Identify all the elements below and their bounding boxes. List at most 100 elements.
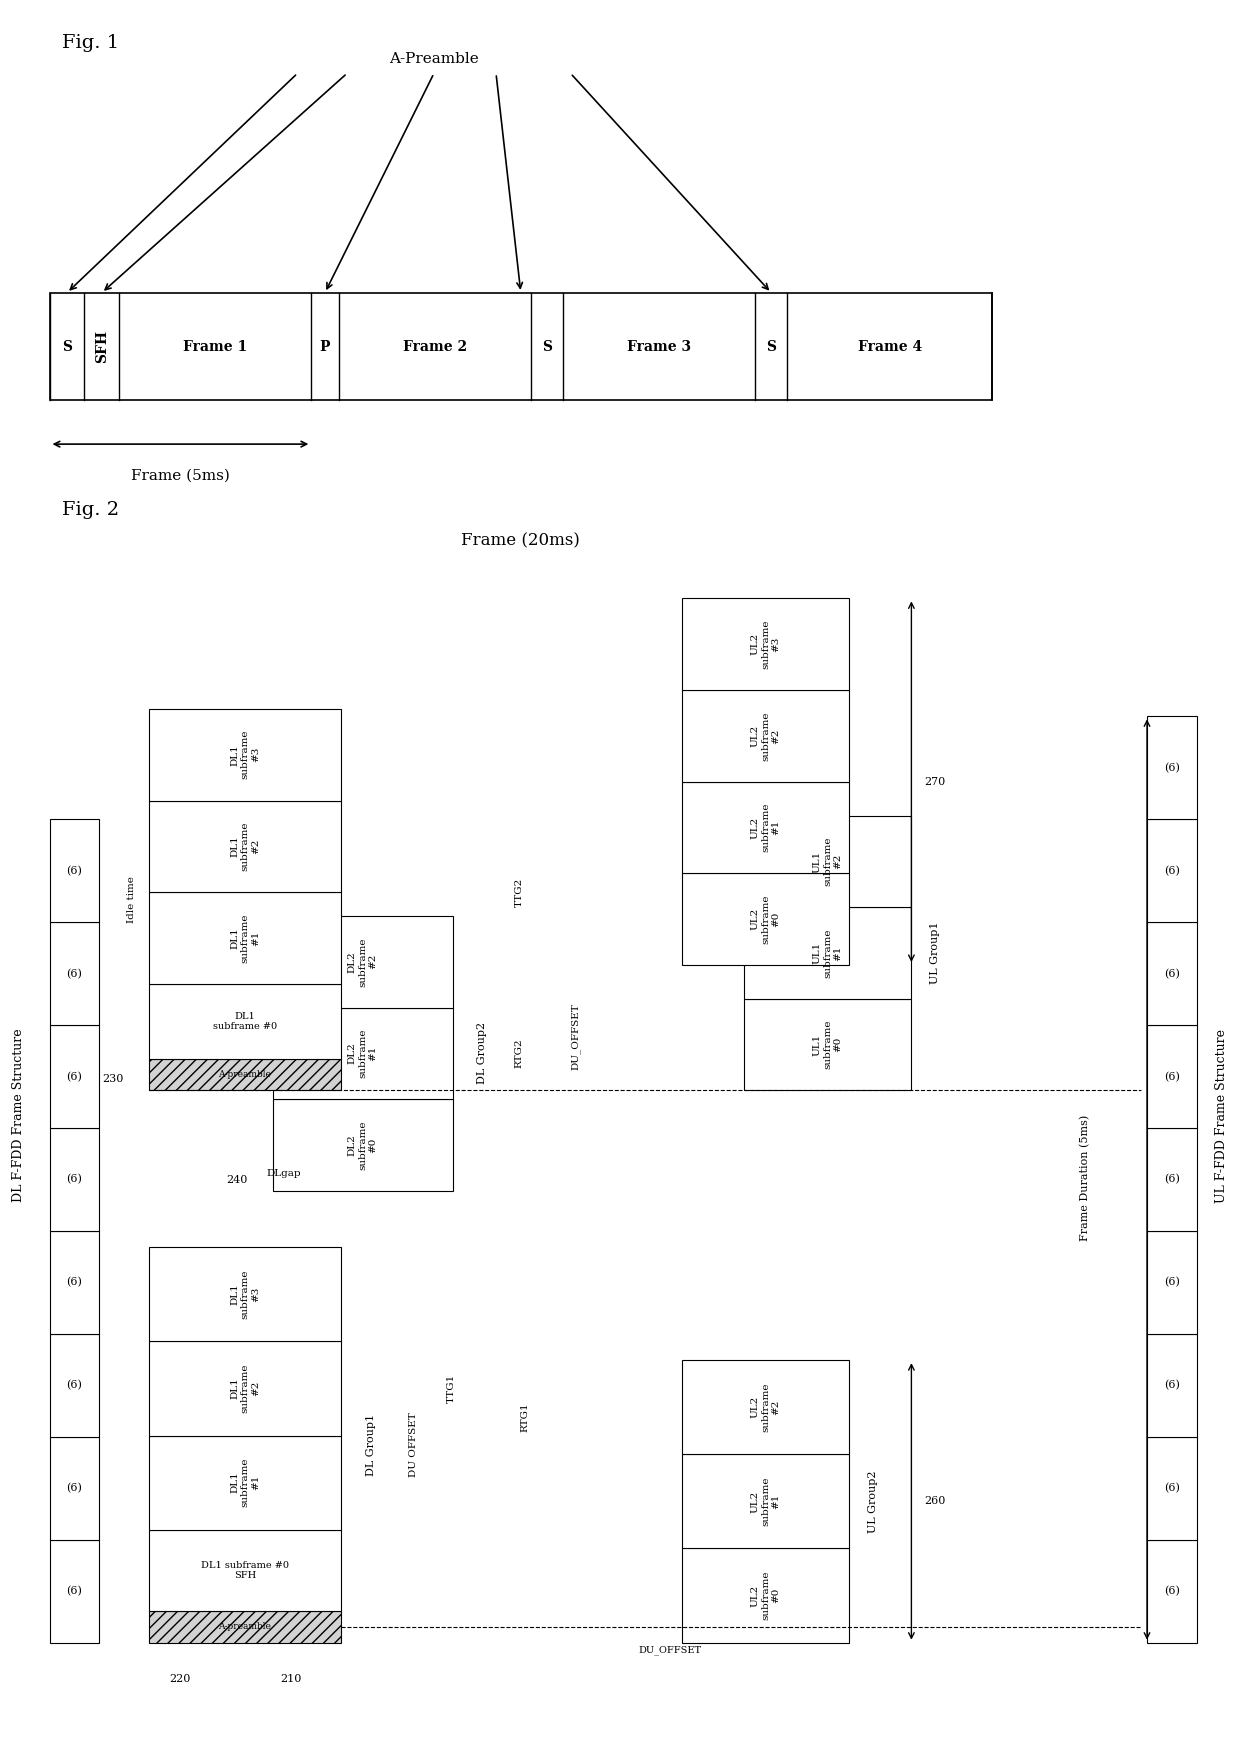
FancyBboxPatch shape	[1147, 1539, 1197, 1642]
FancyBboxPatch shape	[682, 873, 849, 966]
FancyBboxPatch shape	[682, 1360, 849, 1454]
Text: Frame 1: Frame 1	[184, 340, 247, 354]
Text: (6): (6)	[1164, 969, 1179, 980]
Text: (6): (6)	[67, 1072, 82, 1082]
Text: RTG1: RTG1	[521, 1401, 529, 1431]
Text: (6): (6)	[1164, 763, 1179, 774]
FancyBboxPatch shape	[149, 1611, 341, 1642]
Text: UL2
subframe
#0: UL2 subframe #0	[750, 894, 781, 945]
Text: RTG2: RTG2	[515, 1039, 523, 1068]
Text: (6): (6)	[1164, 1483, 1179, 1494]
FancyBboxPatch shape	[149, 892, 341, 983]
FancyBboxPatch shape	[50, 1025, 99, 1128]
Text: UL Group1: UL Group1	[930, 922, 940, 985]
Text: DL1
subframe #0: DL1 subframe #0	[213, 1011, 277, 1032]
Text: DL1
subframe
#1: DL1 subframe #1	[229, 913, 260, 962]
FancyBboxPatch shape	[50, 922, 99, 1025]
Text: DL1
subframe
#1: DL1 subframe #1	[229, 1457, 260, 1508]
Text: UL2
subframe
#1: UL2 subframe #1	[750, 804, 781, 852]
Text: S: S	[62, 340, 72, 354]
FancyBboxPatch shape	[273, 917, 453, 1007]
FancyBboxPatch shape	[149, 709, 341, 800]
FancyBboxPatch shape	[1147, 1231, 1197, 1333]
Text: (6): (6)	[67, 1586, 82, 1597]
Text: UL2
subframe
#2: UL2 subframe #2	[750, 711, 781, 760]
FancyBboxPatch shape	[744, 999, 911, 1091]
FancyBboxPatch shape	[744, 906, 911, 999]
Text: (6): (6)	[1164, 1586, 1179, 1597]
Text: UL2
subframe
#0: UL2 subframe #0	[750, 1570, 781, 1621]
FancyBboxPatch shape	[273, 1007, 453, 1100]
Text: P: P	[320, 340, 330, 354]
Text: DL1
subframe
#2: DL1 subframe #2	[229, 1363, 260, 1414]
Text: Idle time: Idle time	[128, 877, 136, 924]
Text: DL2
subframe
#0: DL2 subframe #0	[347, 1121, 378, 1170]
Text: DU_OFFSET: DU_OFFSET	[570, 1004, 580, 1070]
Text: DU_OFFSET: DU_OFFSET	[639, 1645, 701, 1656]
FancyBboxPatch shape	[1147, 1333, 1197, 1436]
Text: 240: 240	[227, 1175, 248, 1185]
FancyBboxPatch shape	[682, 598, 849, 690]
Text: Frame 4: Frame 4	[858, 340, 921, 354]
FancyBboxPatch shape	[149, 1530, 341, 1611]
FancyBboxPatch shape	[1147, 1128, 1197, 1231]
FancyBboxPatch shape	[1147, 716, 1197, 819]
FancyBboxPatch shape	[682, 1454, 849, 1548]
FancyBboxPatch shape	[1147, 922, 1197, 1025]
Text: (6): (6)	[1164, 1175, 1179, 1185]
FancyBboxPatch shape	[50, 293, 992, 401]
FancyBboxPatch shape	[682, 690, 849, 781]
FancyBboxPatch shape	[1147, 1436, 1197, 1539]
Text: A-Preamble: A-Preamble	[389, 52, 479, 66]
FancyBboxPatch shape	[149, 800, 341, 892]
Text: DL Group2: DL Group2	[477, 1023, 487, 1084]
Text: DL2
subframe
#2: DL2 subframe #2	[347, 938, 378, 987]
Text: DL1
subframe
#2: DL1 subframe #2	[229, 821, 260, 872]
Text: 220: 220	[169, 1673, 191, 1684]
FancyBboxPatch shape	[50, 1436, 99, 1539]
Text: DL Group1: DL Group1	[366, 1414, 376, 1476]
Text: UL Group2: UL Group2	[868, 1469, 878, 1532]
Text: SFH: SFH	[94, 329, 109, 363]
Text: 270: 270	[924, 777, 945, 786]
Text: Frame (20ms): Frame (20ms)	[461, 532, 580, 549]
FancyBboxPatch shape	[149, 1342, 341, 1436]
FancyBboxPatch shape	[149, 1248, 341, 1342]
Text: Frame Duration (5ms): Frame Duration (5ms)	[1080, 1116, 1090, 1241]
Text: UL1
subframe
#1: UL1 subframe #1	[812, 929, 843, 978]
FancyBboxPatch shape	[50, 1128, 99, 1231]
Text: Frame 2: Frame 2	[403, 340, 466, 354]
Text: UL F-FDD Frame Structure: UL F-FDD Frame Structure	[1215, 1028, 1228, 1203]
Text: DLgap: DLgap	[267, 1170, 301, 1178]
Text: (6): (6)	[1164, 866, 1179, 877]
Text: DL F-FDD Frame Structure: DL F-FDD Frame Structure	[12, 1028, 25, 1203]
Text: (6): (6)	[1164, 1278, 1179, 1288]
FancyBboxPatch shape	[1147, 819, 1197, 922]
Text: (6): (6)	[67, 1483, 82, 1494]
FancyBboxPatch shape	[273, 1100, 453, 1190]
Text: Frame 3: Frame 3	[627, 340, 691, 354]
FancyBboxPatch shape	[682, 781, 849, 873]
Text: DU OFFSET: DU OFFSET	[409, 1412, 418, 1478]
Text: Fig. 1: Fig. 1	[62, 35, 119, 52]
Text: (6): (6)	[67, 969, 82, 980]
Text: TTG1: TTG1	[446, 1373, 455, 1403]
FancyBboxPatch shape	[50, 1231, 99, 1333]
FancyBboxPatch shape	[50, 819, 99, 922]
Text: 230: 230	[103, 1074, 124, 1084]
Text: S: S	[542, 340, 552, 354]
Text: (6): (6)	[67, 1175, 82, 1185]
Text: (6): (6)	[1164, 1072, 1179, 1082]
FancyBboxPatch shape	[50, 1333, 99, 1436]
Text: (6): (6)	[1164, 1380, 1179, 1391]
Text: 210: 210	[280, 1673, 303, 1684]
FancyBboxPatch shape	[149, 1436, 341, 1530]
Text: (6): (6)	[67, 866, 82, 877]
Text: A-preamble: A-preamble	[218, 1070, 272, 1079]
Text: DL1
subframe
#3: DL1 subframe #3	[229, 1269, 260, 1319]
FancyBboxPatch shape	[149, 1060, 341, 1091]
Text: DL1 subframe #0
SFH: DL1 subframe #0 SFH	[201, 1560, 289, 1581]
Text: UL1
subframe
#2: UL1 subframe #2	[812, 837, 843, 885]
Text: UL2
subframe
#1: UL2 subframe #1	[750, 1476, 781, 1527]
Text: (6): (6)	[67, 1278, 82, 1288]
